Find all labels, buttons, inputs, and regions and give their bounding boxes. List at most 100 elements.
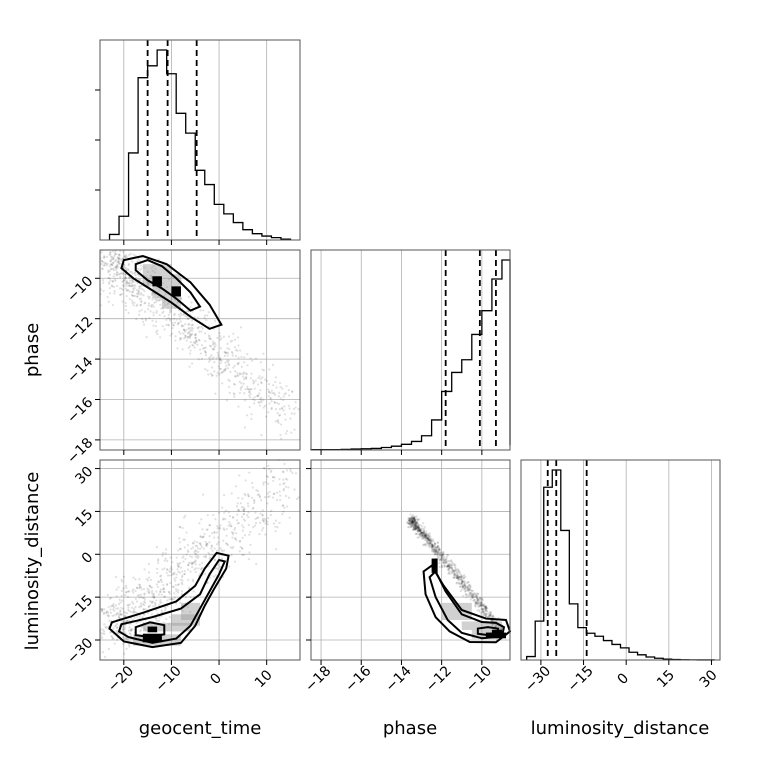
scatter-point [411, 524, 414, 527]
scatter-point [454, 567, 458, 570]
panel-frame-2-1 [310, 459, 511, 661]
scatter-point [111, 614, 114, 617]
scatter-point [435, 550, 438, 553]
scatter-point [448, 564, 451, 567]
scatter-point [134, 589, 137, 593]
scatter-point [469, 593, 472, 596]
scatter-point [266, 495, 270, 498]
scatter-point [421, 525, 424, 528]
scatter-point [427, 537, 430, 541]
scatter-point [412, 516, 416, 520]
scatter-point [414, 522, 417, 525]
scatter-point [154, 325, 158, 328]
scatter-point [171, 597, 174, 600]
histogram-geocent_time [108, 49, 292, 240]
scatter-point [111, 636, 114, 639]
scatter-point [274, 525, 277, 528]
scatter-point [131, 618, 134, 621]
scatter-point [458, 575, 462, 578]
scatter-point [163, 328, 166, 331]
scatter-point [474, 603, 477, 606]
scatter-point [224, 367, 227, 370]
scatter-point [412, 523, 416, 526]
scatter-point [194, 334, 197, 337]
scatter-point [183, 330, 187, 333]
scatter-point [122, 642, 125, 646]
scatter-point [149, 600, 152, 603]
scatter-point [152, 592, 155, 595]
scatter-point [164, 608, 167, 612]
scatter-point [423, 531, 426, 535]
scatter-point [411, 521, 414, 524]
scatter-point [254, 521, 258, 525]
scatter-point [481, 610, 484, 613]
scatter-point [239, 386, 243, 389]
scatter-point [218, 526, 221, 529]
scatter-point [418, 533, 421, 536]
scatter-point [219, 367, 223, 371]
scatter-point [179, 578, 182, 581]
y-axis-label-luminosity-distance: luminosity_distance [22, 472, 43, 651]
scatter-point [254, 357, 258, 360]
scatter-point [152, 264, 155, 268]
scatter-point [283, 481, 286, 485]
scatter-point [421, 531, 424, 534]
panel-frame-2-2 [520, 459, 721, 661]
scatter-point [413, 524, 416, 528]
scatter-point [295, 497, 299, 501]
scatter-point [155, 599, 158, 602]
scatter-point [219, 335, 222, 338]
scatter-point [151, 595, 154, 598]
scatter-point [184, 335, 187, 338]
scatter-point [449, 572, 452, 575]
scatter-point [208, 337, 212, 341]
scatter-point [175, 589, 178, 593]
scatter-point [414, 525, 417, 528]
scatter-point [160, 601, 163, 604]
scatter-point [466, 586, 470, 590]
scatter-point [161, 325, 164, 328]
scatter-point [427, 534, 430, 537]
scatter-point [256, 516, 259, 519]
scatter-point [121, 280, 124, 284]
scatter-point [127, 629, 131, 632]
x-tick-label: −10 [463, 663, 495, 695]
scatter-point [429, 539, 432, 542]
scatter-point [414, 523, 417, 527]
scatter-point [138, 578, 141, 581]
scatter-point [269, 513, 272, 517]
scatter-point [287, 486, 290, 489]
scatter-point [472, 596, 475, 599]
scatter-point [173, 596, 176, 599]
scatter-point [127, 311, 130, 314]
scatter-point [431, 549, 434, 552]
scatter-point [236, 502, 239, 505]
scatter-point [155, 311, 158, 315]
scatter-point [407, 517, 410, 520]
scatter-point [223, 528, 226, 531]
scatter-point [253, 402, 256, 405]
scatter-point [414, 524, 418, 527]
scatter-point [424, 534, 427, 538]
y-tick-label: −10 [64, 273, 96, 305]
scatter-point [411, 521, 414, 524]
scatter-point [120, 287, 123, 290]
scatter-point [281, 387, 284, 390]
scatter-point [108, 292, 112, 295]
scatter-point [226, 342, 229, 345]
x-tick-label: −10 [152, 663, 184, 695]
scatter-point [471, 596, 474, 599]
scatter-point [434, 546, 437, 550]
scatter-point [147, 562, 150, 566]
scatter-point [416, 529, 420, 533]
scatter-point [449, 564, 452, 567]
scatter-point [412, 516, 415, 520]
scatter-point [168, 598, 171, 601]
scatter-point [143, 600, 146, 604]
scatter-point [181, 526, 184, 530]
scatter-point [199, 542, 202, 545]
scatter-point [411, 517, 414, 520]
scatter-point [216, 351, 219, 354]
scatter-point [479, 598, 483, 601]
scatter-point [269, 397, 272, 401]
